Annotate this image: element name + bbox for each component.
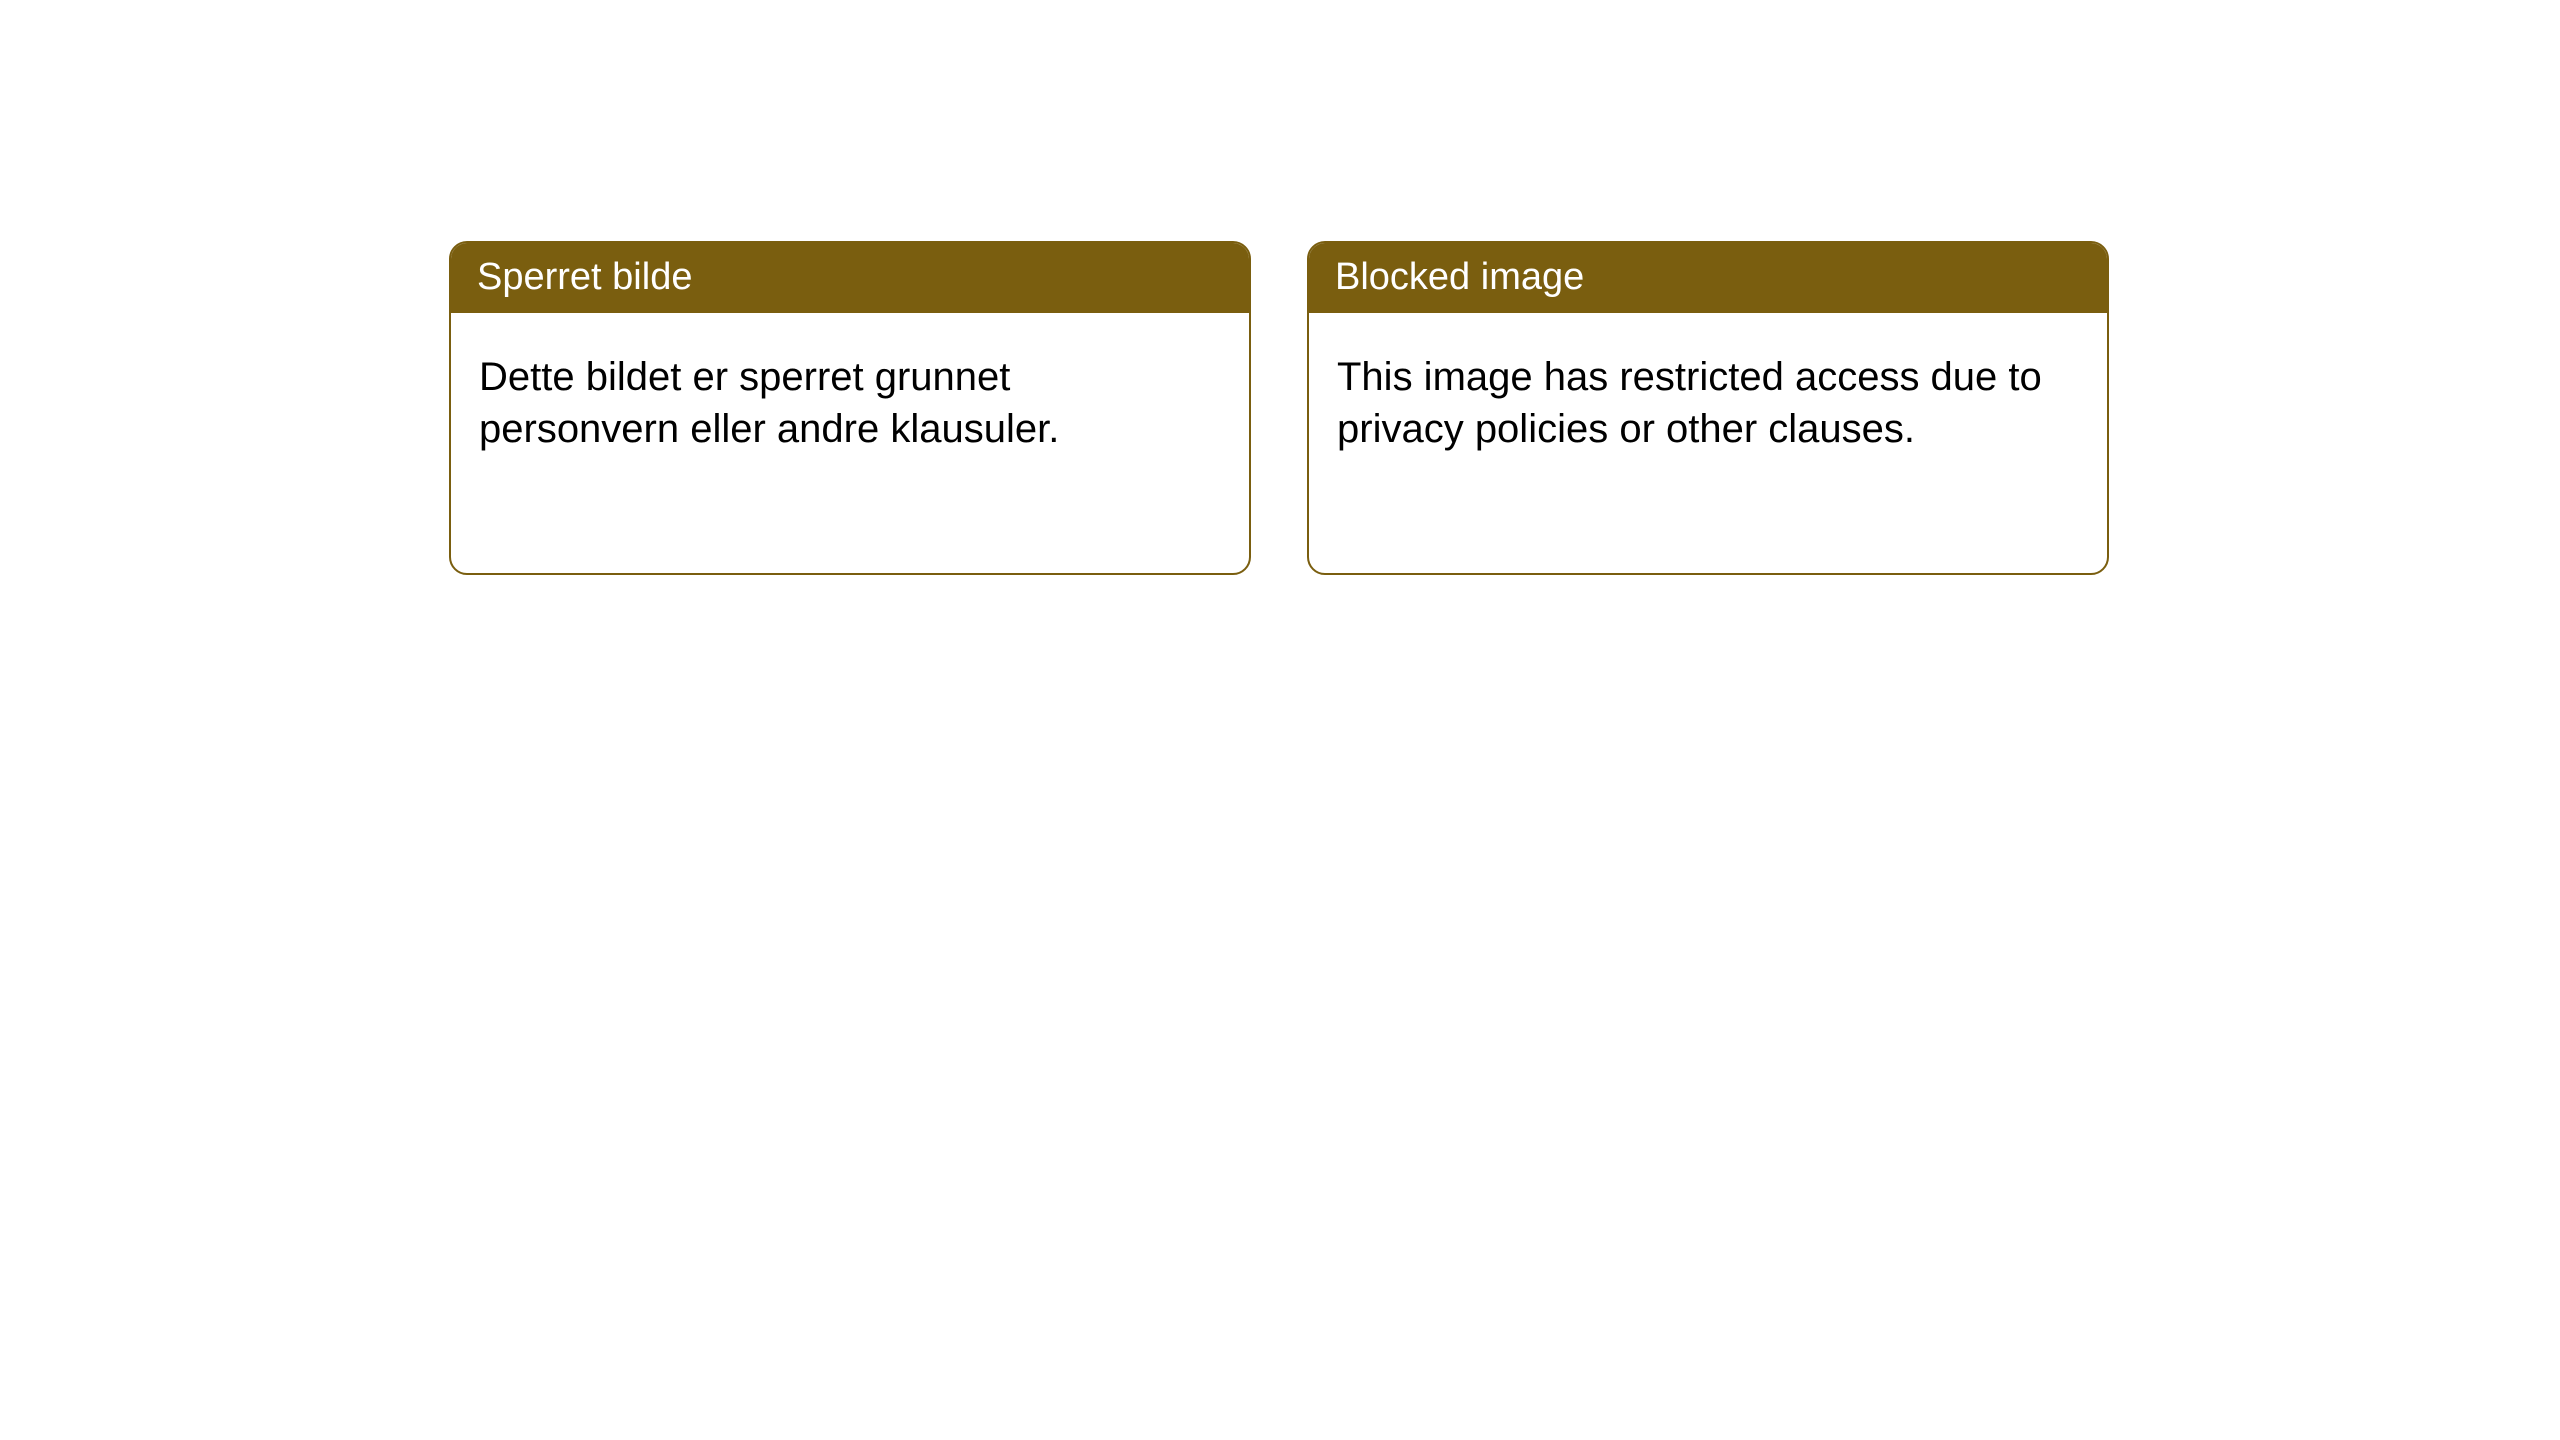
card-body: Dette bildet er sperret grunnet personve…: [451, 313, 1249, 493]
blocked-image-card-en: Blocked image This image has restricted …: [1307, 241, 2109, 575]
blocked-image-card-no: Sperret bilde Dette bildet er sperret gr…: [449, 241, 1251, 575]
card-title: Blocked image: [1335, 256, 1584, 298]
card-title: Sperret bilde: [477, 256, 692, 298]
notice-container: Sperret bilde Dette bildet er sperret gr…: [0, 0, 2560, 575]
card-message: This image has restricted access due to …: [1337, 355, 2042, 451]
card-message: Dette bildet er sperret grunnet personve…: [479, 355, 1059, 451]
card-header: Blocked image: [1309, 243, 2107, 313]
card-body: This image has restricted access due to …: [1309, 313, 2107, 493]
card-header: Sperret bilde: [451, 243, 1249, 313]
